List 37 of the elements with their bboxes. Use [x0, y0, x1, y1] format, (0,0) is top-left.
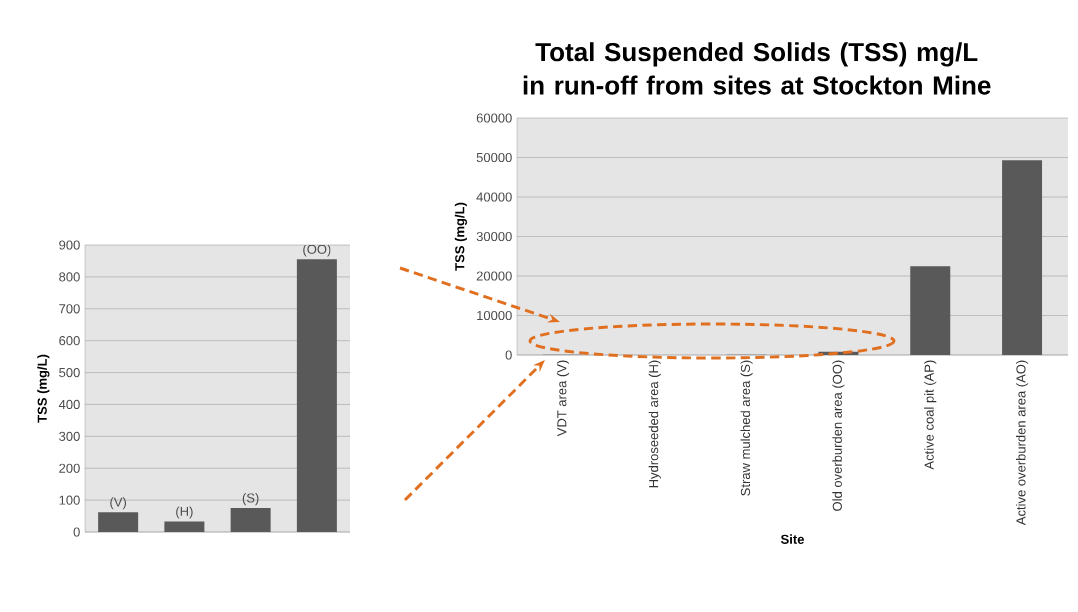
x-tick-label: (OO) [303, 244, 331, 257]
bar [164, 521, 205, 533]
y-tick-label: 700 [59, 304, 80, 314]
y-axis-title: TSS (mg/L) [454, 202, 467, 271]
y-tick-label: 400 [58, 399, 80, 410]
y-tick-label: 200 [59, 463, 80, 473]
y-tick-label: 900 [59, 240, 80, 250]
bar [910, 266, 951, 356]
x-tick-label: Hydroseeded area (H) [648, 360, 661, 488]
bar [230, 508, 271, 533]
x-tick-label: Straw mulched area (S) [740, 360, 753, 496]
y-tick-label: 600 [59, 336, 80, 346]
bar [1002, 160, 1043, 356]
y-tick-label: 500 [59, 367, 80, 378]
y-tick-label: 30000 [476, 231, 512, 242]
y-tick-label: 10000 [477, 310, 512, 321]
y-tick-label: 20000 [476, 271, 512, 281]
x-axis-title: Site [780, 534, 804, 544]
y-tick-label: 0 [73, 527, 80, 537]
y-tick-label: 60000 [476, 113, 512, 123]
x-tick-label: Active overburden area (AO) [1016, 360, 1029, 526]
bar [98, 512, 139, 533]
x-tick-label: (V) [110, 497, 126, 510]
y-axis-title: TSS (mg/L) [37, 354, 50, 423]
y-tick-label: 100 [59, 495, 80, 505]
x-tick-label: (S) [242, 493, 259, 506]
chart-title: Total Suspended Solids (TSS) mg/L in run-off from sites at Stockton Mine [523, 42, 991, 95]
x-tick-label: Active coal pit (AP) [924, 360, 937, 470]
y-tick-label: 50000 [476, 152, 512, 163]
x-tick-label: VDT area (V) [556, 360, 569, 437]
y-tick-label: 800 [59, 272, 80, 282]
y-tick-label: 300 [59, 431, 80, 441]
y-tick-label: 40000 [476, 192, 512, 202]
y-tick-label: 0 [505, 350, 512, 360]
x-tick-label: (H) [176, 506, 193, 519]
x-tick-label: Old overburden area (OO) [832, 360, 845, 511]
bar [296, 259, 337, 533]
